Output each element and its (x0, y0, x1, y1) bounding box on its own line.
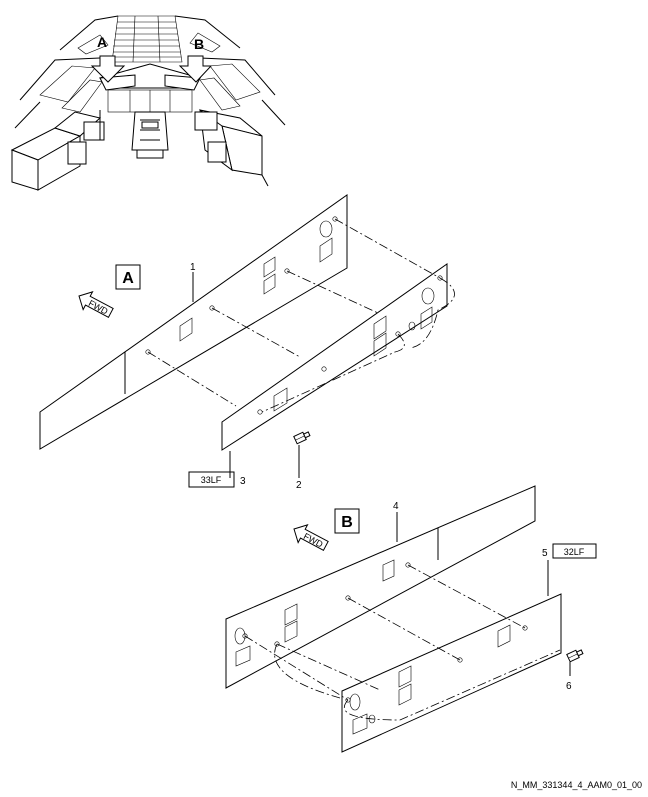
item-number-2: 2 (296, 480, 302, 491)
view-callout-a: A (97, 34, 107, 50)
view-callout-b: B (194, 36, 204, 52)
item-number-3: 3 (240, 476, 246, 487)
callout-arrow-b (178, 55, 213, 83)
detail-label-a: A (122, 270, 134, 287)
detail-label-b: B (341, 514, 353, 531)
screw-6 (566, 649, 584, 676)
panel-ref-33lf: 33LF (201, 475, 222, 485)
fwd-arrow-upper: FWD (78, 291, 114, 318)
callout-arrow-a (90, 55, 126, 83)
panel-ref-32lf: 32LF (564, 547, 585, 557)
detail-b: B FWD (225, 485, 597, 753)
item-number-4: 4 (393, 501, 399, 512)
item-number-1: 1 (190, 262, 196, 273)
cockpit-overview: A B (10, 15, 286, 191)
fwd-arrow-lower: FWD (293, 524, 329, 551)
item-number-6: 6 (566, 681, 572, 692)
drawing-id: N_MM_331344_4_AAM0_01_00 (511, 780, 642, 790)
item-number-5: 5 (542, 548, 548, 559)
detail-a: A FWD (39, 194, 455, 491)
screw-2 (293, 431, 311, 478)
